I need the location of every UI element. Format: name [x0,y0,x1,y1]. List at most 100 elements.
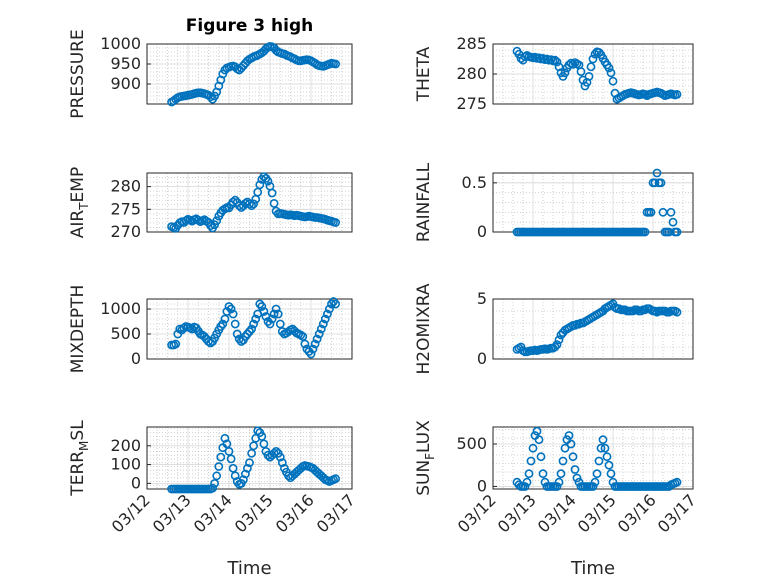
data-point [596,443,606,453]
data-point [598,435,608,445]
data-point [212,216,222,226]
subplot-mixdepth: 0 500 1000 MIXDEPTH [68,285,353,374]
data-point [558,456,568,466]
data-point [208,483,217,493]
data-point [265,319,275,329]
data-point [308,344,318,354]
y-tick-label: 0 [477,349,487,368]
data-point [331,59,340,69]
y-tick-label: 0 [477,222,487,241]
data-point [568,452,578,462]
data-point [263,176,273,186]
data-point [271,446,281,456]
data-point [245,199,254,209]
data-point [249,199,258,209]
data-point [666,207,676,217]
x-tick-label: 03/16 [614,490,660,536]
y-axis-label: AIRTEMP [68,167,91,238]
data-point [554,335,564,345]
data-point [588,54,598,64]
y-tick-label: 280 [456,64,487,83]
subplot-rainfall: 0 0.5 RAINFALL [414,162,694,242]
data-point [238,475,248,484]
data-point [322,309,332,319]
data-point [296,330,306,340]
data-point [310,339,320,349]
data-point [218,319,228,329]
data-point [584,72,594,81]
y-tick-label: 275 [456,94,487,113]
data-point [550,55,560,65]
data-point [522,477,532,487]
data-point [171,339,181,349]
data-point [560,443,570,453]
y-tick-label: 500 [110,324,141,343]
y-tick-label: 270 [110,222,141,241]
y-tick-label: 0 [131,349,141,368]
data-point [224,446,234,456]
x-tick-label: 03/13 [149,490,195,536]
data-point [524,469,534,479]
data-point [267,314,277,324]
data-point [316,324,326,334]
x-tick-label: 03/13 [494,490,540,536]
data-point [554,477,564,487]
data-point [329,297,338,306]
data-point [520,482,530,491]
data-point [552,340,562,349]
data-point [257,431,267,441]
data-point [230,195,240,205]
data-point [576,67,586,76]
y-axis-label: TERRMSL [68,420,91,497]
figure-title: Figure 3 high [186,16,314,36]
data-point [532,426,542,436]
data-point [216,452,226,462]
data-point [269,309,279,319]
x-axis-label: Time [570,558,615,579]
x-tick-label: 03/17 [313,490,359,536]
data-point [564,431,574,440]
data-point [247,448,256,458]
axes-frame [492,43,694,105]
data-point [242,329,252,339]
data-point [650,178,660,188]
data-point [220,433,230,443]
data-point [253,426,263,436]
data-point [600,443,610,453]
data-point [538,469,548,479]
data-point [251,314,261,324]
data-point [556,469,566,479]
data-point [206,92,215,102]
data-point [536,452,546,462]
y-axis-label: RAINFALL [414,162,434,242]
data-point [232,329,242,339]
data-point [570,465,580,474]
data-point [324,304,334,314]
data-point [224,302,234,311]
data-point [247,324,256,334]
data-point [514,480,524,490]
y-axis-label: MIXDEPTH [68,285,88,374]
data-point [179,323,189,333]
data-point [566,439,576,449]
data-point [608,76,618,86]
x-tick-label: 03/12 [108,490,154,536]
data-point [560,68,570,78]
y-tick-label: 900 [110,74,141,93]
data-point [269,198,279,208]
x-tick-label: 03/15 [574,490,620,536]
data-point [312,334,322,344]
data-point [257,302,267,311]
data-point [331,299,340,309]
data-point [277,458,287,468]
data-point [604,63,614,73]
axes-frame [146,426,353,490]
y-axis-label: SUNFLUX [414,420,437,496]
data-point [273,309,283,319]
axes-frame [492,298,694,360]
data-point [656,178,666,188]
y-tick-label: 0 [477,476,487,495]
data-point [245,458,254,468]
